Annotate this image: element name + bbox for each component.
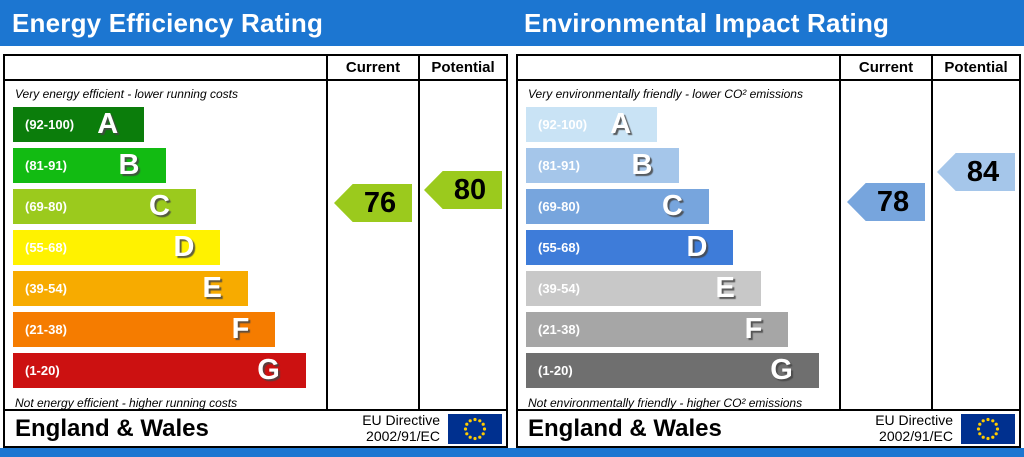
environmental-current-header: Current xyxy=(839,56,931,79)
band-letter: B xyxy=(118,149,140,181)
environmental-band-e: (39-54) E xyxy=(526,271,761,306)
band-range: (39-54) xyxy=(538,281,580,296)
band-letter: B xyxy=(631,149,653,181)
energy-current-column: 76 xyxy=(326,81,418,409)
energy-eu-directive: EU Directive 2002/91/EC xyxy=(362,411,440,444)
energy-band-a: (92-100) A xyxy=(13,107,145,142)
environmental-band-a: (92-100) A xyxy=(526,107,658,142)
environmental-band-d: (55-68) D xyxy=(526,230,734,265)
band-range: (1-20) xyxy=(25,363,60,378)
band-letter: F xyxy=(231,313,250,345)
energy-header-spacer xyxy=(5,56,326,79)
rating-tables: Current Potential Very energy efficient … xyxy=(0,46,1024,448)
band-letter: C xyxy=(149,190,170,222)
environmental-band-area: Very environmentally friendly - lower CO… xyxy=(518,81,839,410)
band-range: (69-80) xyxy=(25,199,67,214)
environmental-current-column: 78 xyxy=(839,81,931,409)
energy-band-b: (81-91) B xyxy=(13,148,166,183)
band-letter: G xyxy=(770,354,793,386)
energy-band-d: (55-68) D xyxy=(13,230,221,265)
energy-potential-header: Potential xyxy=(418,56,506,79)
band-range: (92-100) xyxy=(538,117,588,132)
environmental-current-value: 78 xyxy=(876,185,910,218)
energy-current-header: Current xyxy=(326,56,418,79)
energy-table-header: Current Potential xyxy=(5,56,506,81)
header-band: Energy Efficiency Rating Environmental I… xyxy=(0,0,1024,46)
environmental-region-label: England & Wales xyxy=(528,414,722,442)
eu-flag-icon xyxy=(961,413,1015,444)
band-letter: D xyxy=(686,231,708,263)
environmental-header-spacer xyxy=(518,56,839,79)
energy-band-f: (21-38) F xyxy=(13,312,276,347)
environmental-table-header: Current Potential xyxy=(518,56,1019,81)
band-letter: E xyxy=(202,272,222,304)
environmental-bottom-caption: Not environmentally friendly - higher CO… xyxy=(528,396,803,410)
band-letter: C xyxy=(662,190,683,222)
band-letter: E xyxy=(715,272,735,304)
energy-table-footer: England & Wales EU Directive 2002/91/EC xyxy=(5,409,506,446)
environmental-potential-column: 84 xyxy=(931,81,1019,409)
band-letter: A xyxy=(97,108,119,140)
environmental-band-g: (1-20) G xyxy=(526,353,819,388)
energy-region-label: England & Wales xyxy=(15,414,209,442)
band-range: (55-68) xyxy=(538,240,580,255)
energy-table-body: Very energy efficient - lower running co… xyxy=(5,81,506,410)
environmental-impact-table: Current Potential Very environmentally f… xyxy=(516,54,1021,448)
band-letter: F xyxy=(744,313,763,345)
environmental-current-arrow: 78 xyxy=(847,183,925,221)
energy-efficiency-table: Current Potential Very energy efficient … xyxy=(3,54,508,448)
band-range: (81-91) xyxy=(538,158,580,173)
band-range: (55-68) xyxy=(25,240,67,255)
environmental-eu-directive: EU Directive 2002/91/EC xyxy=(875,411,953,444)
band-range: (21-38) xyxy=(25,322,67,337)
energy-band-e: (39-54) E xyxy=(13,271,248,306)
energy-bands: (92-100) A (81-91) B (69-80) C (55-68) D xyxy=(13,107,318,394)
band-range: (92-100) xyxy=(25,117,75,132)
band-range: (21-38) xyxy=(538,322,580,337)
environmental-band-c: (69-80) C xyxy=(526,189,709,224)
energy-potential-arrow: 80 xyxy=(424,171,502,209)
band-letter: A xyxy=(610,108,632,140)
band-range: (81-91) xyxy=(25,158,67,173)
energy-band-g: (1-20) G xyxy=(13,353,306,388)
environmental-band-b: (81-91) B xyxy=(526,148,679,183)
environmental-potential-header: Potential xyxy=(931,56,1019,79)
band-range: (1-20) xyxy=(538,363,573,378)
environmental-rating-title: Environmental Impact Rating xyxy=(524,8,890,38)
environmental-table-body: Very environmentally friendly - lower CO… xyxy=(518,81,1019,410)
eu-flag-icon xyxy=(448,413,502,444)
footer-band xyxy=(0,448,1024,457)
energy-current-value: 76 xyxy=(363,186,397,219)
band-letter: D xyxy=(173,231,195,263)
energy-top-caption: Very energy efficient - lower running co… xyxy=(15,87,238,101)
environmental-band-f: (21-38) F xyxy=(526,312,789,347)
energy-potential-value: 80 xyxy=(453,173,487,206)
band-range: (39-54) xyxy=(25,281,67,296)
energy-rating-title: Energy Efficiency Rating xyxy=(12,8,324,38)
energy-potential-column: 80 xyxy=(418,81,506,409)
energy-band-area: Very energy efficient - lower running co… xyxy=(5,81,326,410)
energy-band-c: (69-80) C xyxy=(13,189,196,224)
energy-current-arrow: 76 xyxy=(334,184,412,222)
environmental-top-caption: Very environmentally friendly - lower CO… xyxy=(528,87,803,101)
environmental-table-footer: England & Wales EU Directive 2002/91/EC xyxy=(518,409,1019,446)
environmental-bands: (92-100) A (81-91) B (69-80) C (55-68) D xyxy=(526,107,831,394)
environmental-potential-arrow: 84 xyxy=(937,153,1015,191)
band-letter: G xyxy=(257,354,280,386)
environmental-potential-value: 84 xyxy=(966,155,1000,188)
energy-bottom-caption: Not energy efficient - higher running co… xyxy=(15,396,238,410)
band-range: (69-80) xyxy=(538,199,580,214)
